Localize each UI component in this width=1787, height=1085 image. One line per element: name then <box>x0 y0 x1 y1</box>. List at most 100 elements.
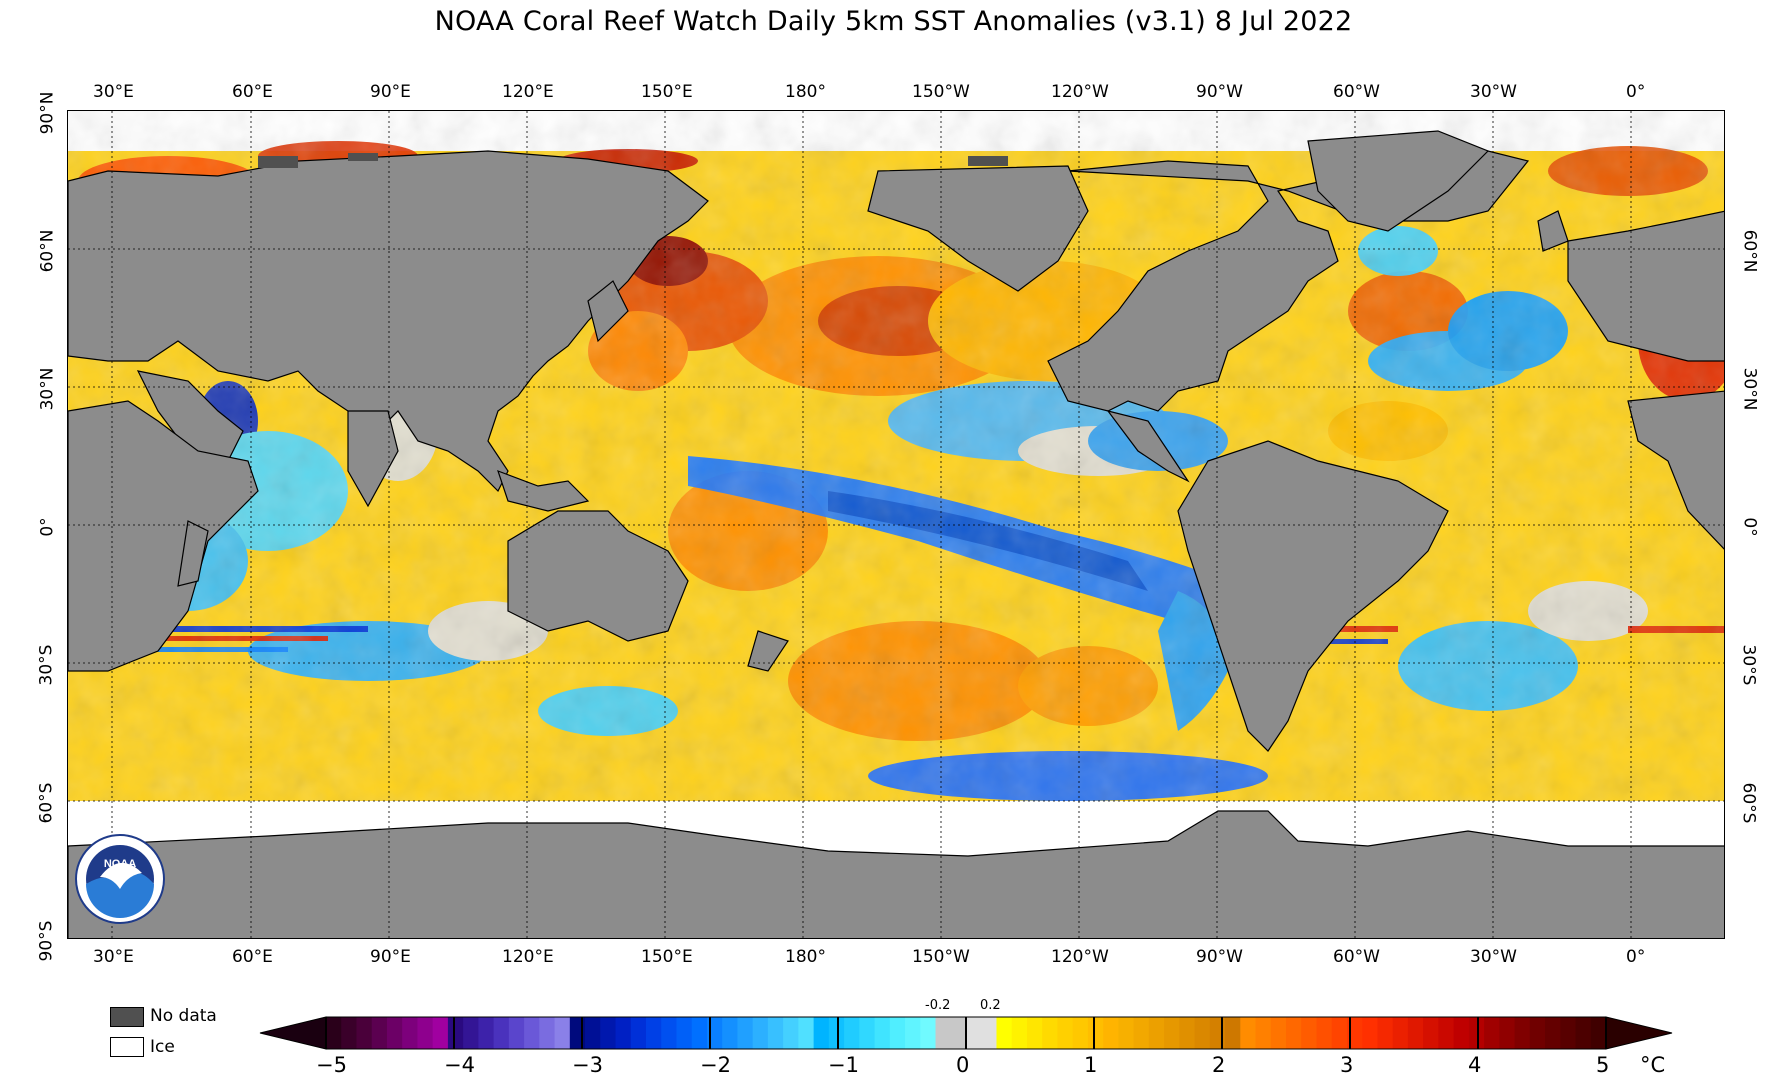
colorbar-segment <box>1026 1017 1043 1049</box>
colorbar-segment <box>386 1017 403 1049</box>
colorbar-segment <box>417 1017 434 1049</box>
lon-label: 180° <box>785 82 826 102</box>
colorbar-tick-label: 5 <box>1596 1053 1610 1077</box>
colorbar-segment <box>828 1017 845 1049</box>
colorbar-segment <box>1087 1017 1104 1049</box>
colorbar-segment <box>1514 1017 1531 1049</box>
colorbar-unit-label: °C <box>1640 1053 1666 1077</box>
colorbar-segment <box>493 1017 510 1049</box>
colorbar-segment <box>767 1017 784 1049</box>
lon-label: 120°W <box>1051 947 1109 967</box>
colorbar-segment <box>1484 1017 1500 1049</box>
colorbar-segment <box>326 1017 342 1049</box>
colorbar-segment <box>1255 1017 1272 1049</box>
colorbar-segment <box>1377 1017 1394 1049</box>
lon-label: 60°W <box>1333 947 1380 967</box>
colorbar-segment <box>1225 1017 1241 1049</box>
ice-swatch <box>110 1037 144 1057</box>
colorbar-inner-label: -0.2 <box>925 998 951 1013</box>
lon-label: 60°E <box>232 82 273 102</box>
lon-label: 30°W <box>1470 947 1517 967</box>
colorbar-segment <box>1499 1017 1516 1049</box>
colorbar-tick-label: −2 <box>700 1053 731 1077</box>
noaa-logo-text: NOAA <box>104 858 136 870</box>
map-svg: NOAA <box>68 111 1724 938</box>
colorbar-segment <box>920 1017 937 1049</box>
colorbar-segment <box>1301 1017 1318 1049</box>
no-data-patches <box>258 153 1008 168</box>
no-data-label: No data <box>150 1006 217 1026</box>
colorbar-segment <box>1590 1017 1607 1049</box>
lon-label: 60°W <box>1333 82 1380 102</box>
colorbar-segment <box>1103 1017 1119 1049</box>
colorbar-tick-label: −1 <box>828 1053 859 1077</box>
colorbar-segment <box>600 1017 617 1049</box>
colorbar-segment <box>859 1017 876 1049</box>
colorbar-segment <box>1529 1017 1546 1049</box>
graticule <box>68 111 1724 938</box>
colorbar-segment <box>1545 1017 1561 1049</box>
colorbar-segment <box>1453 1017 1470 1049</box>
no-data-swatch <box>110 1007 144 1027</box>
lon-label: 90°W <box>1196 947 1243 967</box>
colorbar-segment <box>1011 1017 1028 1049</box>
colorbar-tick-label: 2 <box>1212 1053 1226 1077</box>
colorbar-tick-label: 3 <box>1340 1053 1354 1077</box>
lon-label: 90°E <box>370 82 411 102</box>
colorbar-segment <box>813 1017 830 1049</box>
colorbar-segment <box>341 1017 358 1049</box>
sst-anomaly-map[interactable]: NOAA <box>67 110 1725 939</box>
colorbar-segment <box>463 1017 479 1049</box>
colorbar-segment <box>524 1017 540 1049</box>
colorbar-segment <box>691 1017 708 1049</box>
colorbar-segment <box>1194 1017 1211 1049</box>
colorbar-segment <box>1316 1017 1333 1049</box>
colorbar-segment <box>432 1017 449 1049</box>
colorbar-segment <box>371 1017 388 1049</box>
colorbar-segment <box>996 1017 1013 1049</box>
colorbar-segment <box>1438 1017 1455 1049</box>
colorbar-segment <box>1270 1017 1287 1049</box>
ice-label: Ice <box>150 1037 175 1057</box>
colorbar-tick-label: 0 <box>956 1053 970 1077</box>
colorbar-segment <box>935 1017 952 1049</box>
lon-label: 30°E <box>93 947 134 967</box>
colorbar-segment <box>569 1017 586 1049</box>
colorbar-segment <box>1392 1017 1409 1049</box>
colorbar-ticks <box>325 1017 1607 1049</box>
colorbar-segment <box>722 1017 739 1049</box>
lon-label: 0° <box>1626 82 1646 102</box>
colorbar-segments <box>326 1017 1607 1049</box>
colorbar-tick-label: 4 <box>1468 1053 1482 1077</box>
colorbar-segment <box>356 1017 373 1049</box>
colorbar-tick-label: −5 <box>316 1053 347 1077</box>
lon-label: 180° <box>785 947 826 967</box>
colorbar-left-arrow <box>259 1016 327 1050</box>
colorbar-segment <box>478 1017 495 1049</box>
colorbar-tick-label: −3 <box>572 1053 603 1077</box>
colorbar-segment <box>676 1017 693 1049</box>
colorbar-segment <box>508 1017 525 1049</box>
colorbar-segment <box>1560 1017 1577 1049</box>
lon-label: 30°W <box>1470 82 1517 102</box>
lon-label: 90°E <box>370 947 411 967</box>
lon-label: 60°E <box>232 947 273 967</box>
colorbar-tick-label: −4 <box>444 1053 475 1077</box>
colorbar-segment <box>950 1017 967 1049</box>
colorbar-segment <box>752 1017 769 1049</box>
colorbar-segment <box>1407 1017 1424 1049</box>
colorbar-right-arrow <box>1605 1016 1673 1050</box>
colorbar-segment <box>554 1017 571 1049</box>
colorbar-segment <box>798 1017 815 1049</box>
colorbar-segment <box>1575 1017 1592 1049</box>
colorbar-segment <box>1209 1017 1226 1049</box>
lon-label: 90°W <box>1196 82 1243 102</box>
colorbar-segment <box>1286 1017 1302 1049</box>
colorbar-segment <box>981 1017 998 1049</box>
lon-label: 30°E <box>93 82 134 102</box>
map-title: NOAA Coral Reef Watch Daily 5km SST Anom… <box>434 6 1353 37</box>
colorbar-segment <box>844 1017 860 1049</box>
lon-label: 150°E <box>641 82 693 102</box>
colorbar-segment <box>1331 1017 1348 1049</box>
